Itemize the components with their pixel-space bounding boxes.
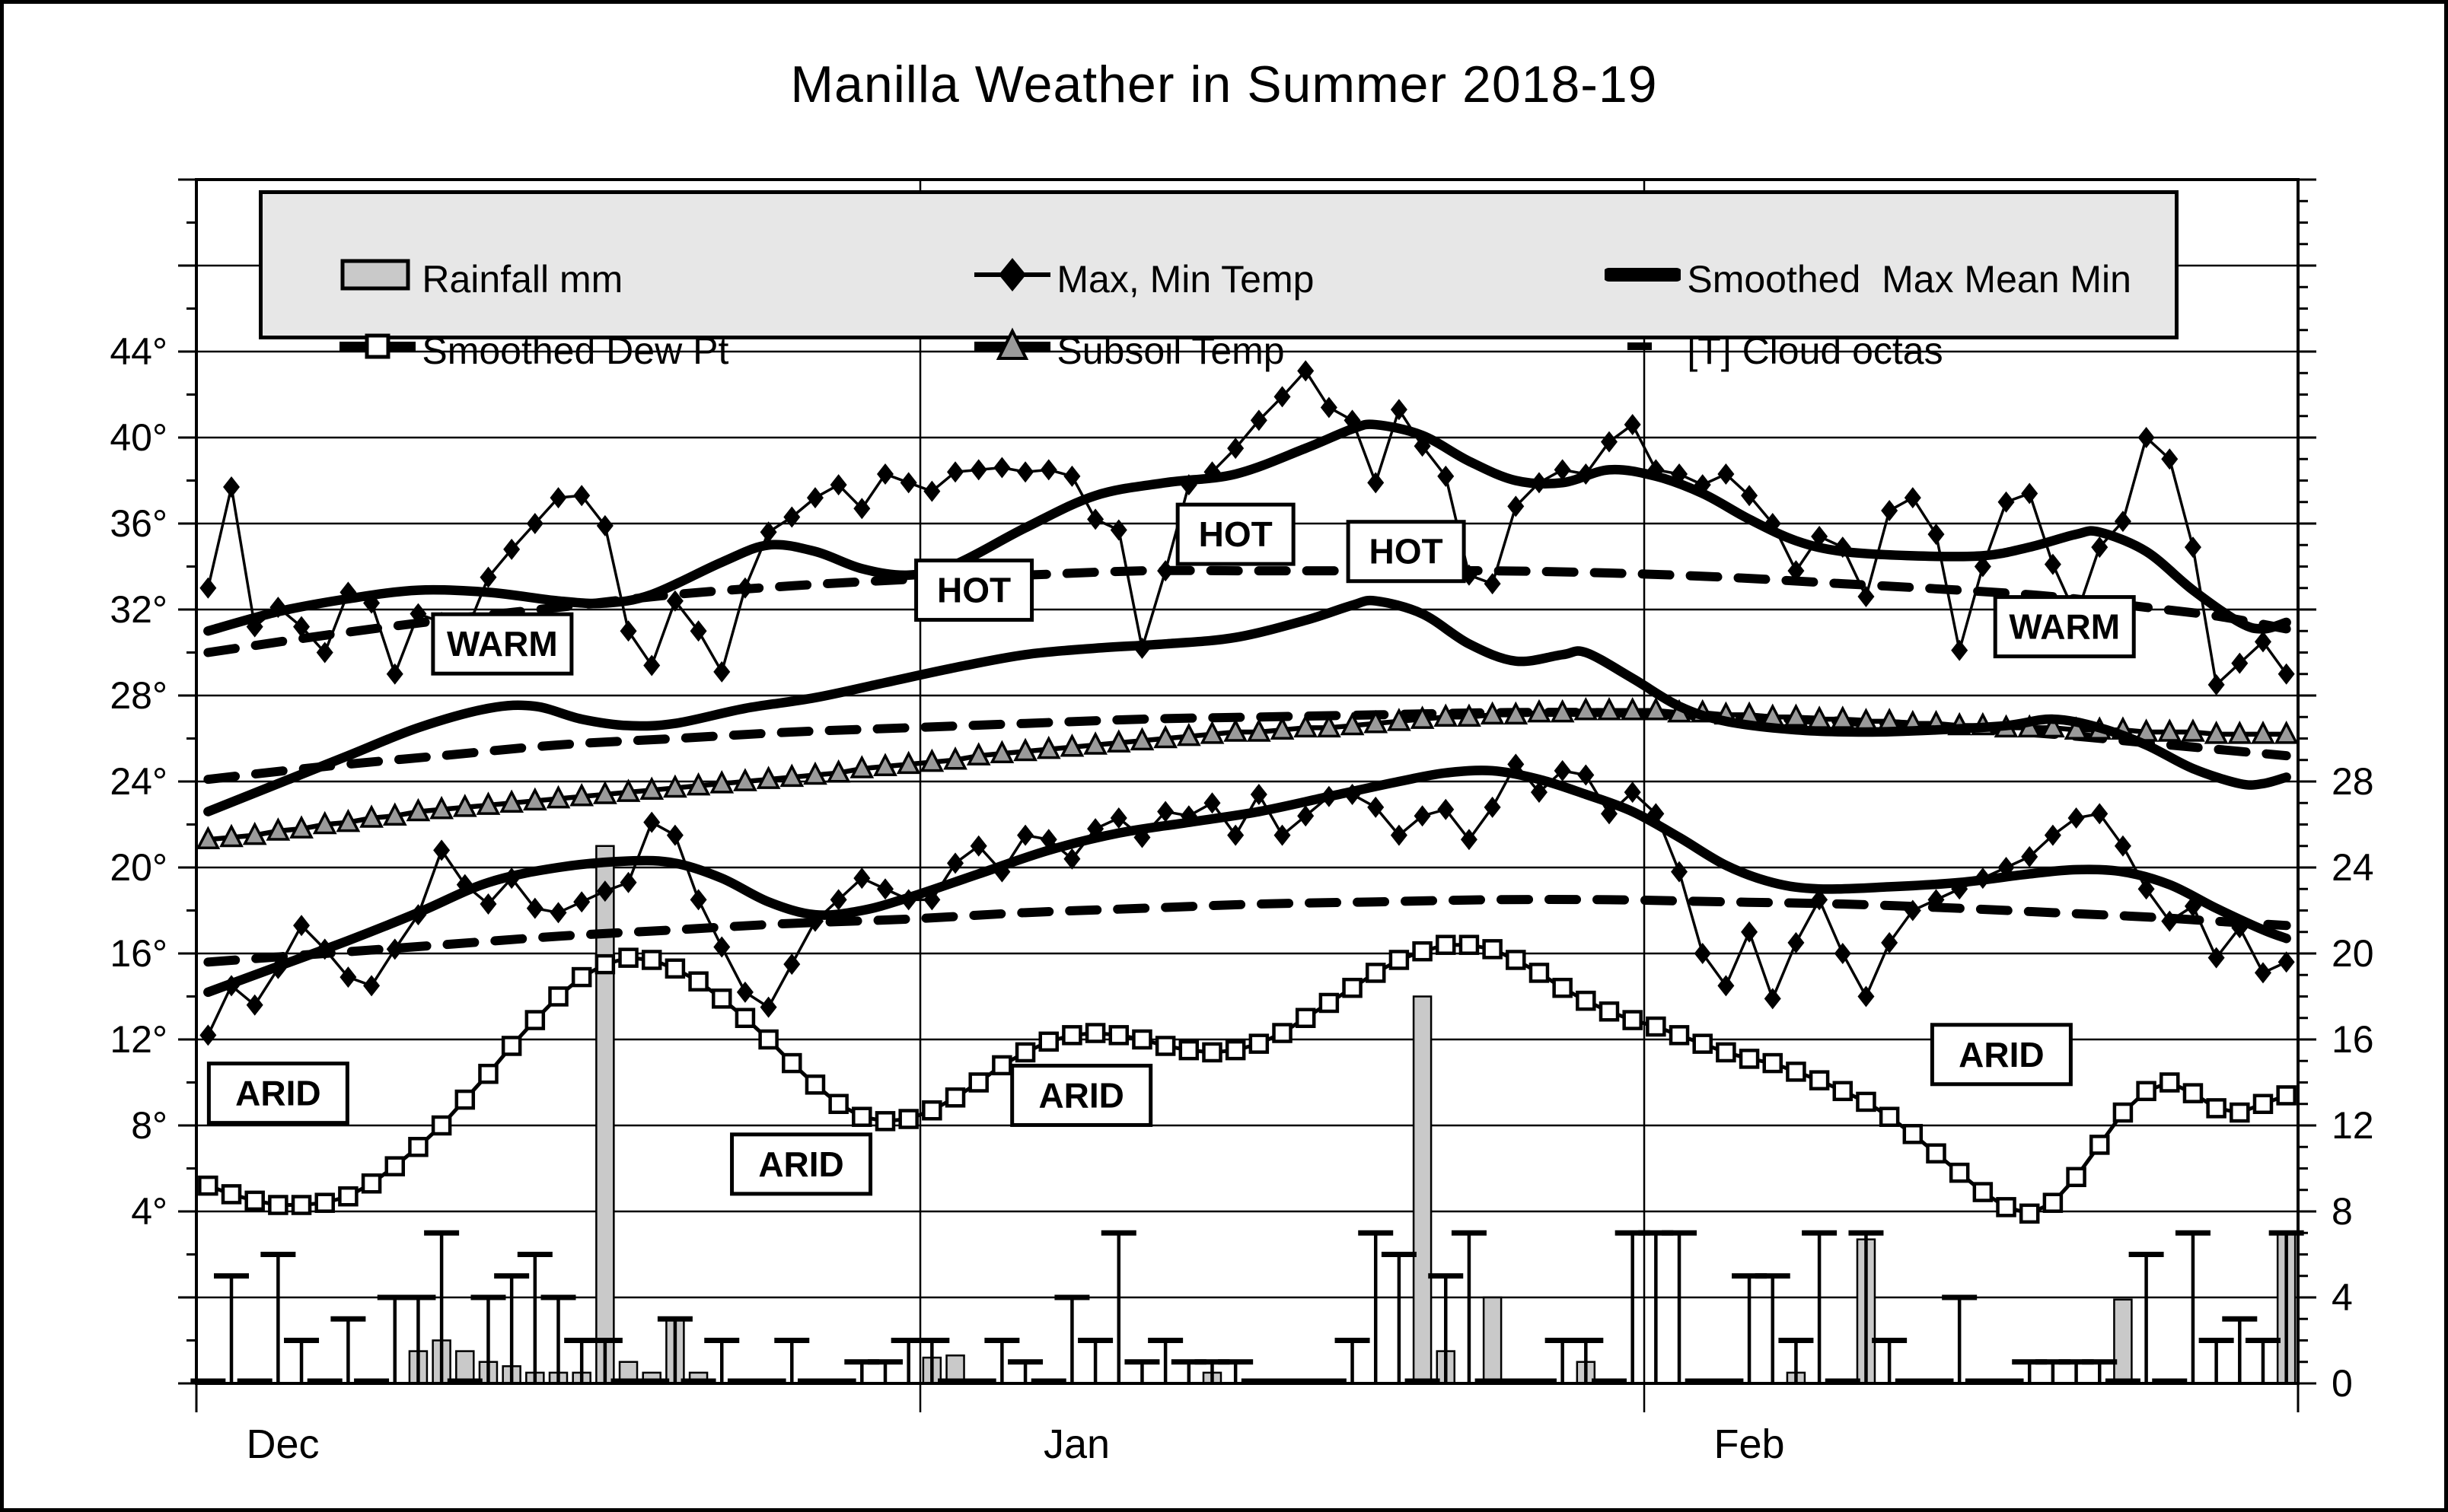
chart-legend: Rainfall mm Max, Min Temp Smoothed Max M… xyxy=(259,190,2179,372)
svg-text:12: 12 xyxy=(2332,1104,2374,1147)
svg-text:ARID: ARID xyxy=(1038,1075,1124,1115)
triangle-line-icon xyxy=(911,279,1051,422)
legend-item-maxmin-temp: Max, Min Temp xyxy=(911,208,1314,351)
short-dash-icon xyxy=(1541,279,1681,422)
svg-text:Dec: Dec xyxy=(246,1421,319,1467)
svg-text:28: 28 xyxy=(2332,760,2374,803)
svg-text:40°: 40° xyxy=(110,416,167,459)
svg-text:44°: 44° xyxy=(110,330,167,373)
svg-text:ARID: ARID xyxy=(758,1144,843,1184)
open-square-line-icon xyxy=(276,279,416,422)
rainfall-swatch-icon xyxy=(276,208,416,351)
svg-text:24: 24 xyxy=(2332,846,2374,889)
legend-item-smoothed-dewpt: Smoothed Dew Pt xyxy=(276,279,728,422)
axis-labels: 44° 40° 36° 32° 28° 24° 20° 16° 12° 8° 4° 28 24 20 16 1… xyxy=(110,330,2373,1467)
chart-title: Manilla Weather in Summer 2018-19 xyxy=(790,56,1658,113)
svg-text:16: 16 xyxy=(2332,1018,2374,1061)
thick-line-icon xyxy=(1541,208,1684,351)
subsoil-temp xyxy=(196,696,2299,850)
axes xyxy=(178,178,2316,1412)
legend-item-smoothed-maxmeanmin: Smoothed Max Mean Min xyxy=(1541,208,2131,351)
svg-text:0: 0 xyxy=(2332,1362,2353,1405)
svg-text:20: 20 xyxy=(2332,932,2374,975)
legend-item-rainfall: Rainfall mm xyxy=(276,208,623,351)
svg-text:8°: 8° xyxy=(131,1104,167,1147)
svg-text:8: 8 xyxy=(2332,1190,2353,1233)
diamond-line-icon xyxy=(911,208,1051,351)
svg-text:4: 4 xyxy=(2332,1276,2353,1319)
svg-text:36°: 36° xyxy=(110,502,167,545)
svg-text:HOT: HOT xyxy=(1199,514,1273,554)
cloud-octas xyxy=(190,1230,2304,1384)
svg-text:16°: 16° xyxy=(110,932,167,975)
svg-text:HOT: HOT xyxy=(1369,532,1443,571)
svg-text:28°: 28° xyxy=(110,674,167,717)
svg-text:ARID: ARID xyxy=(1959,1035,2044,1074)
svg-text:Feb: Feb xyxy=(1714,1421,1785,1467)
svg-text:32°: 32° xyxy=(110,588,167,631)
svg-text:Jan: Jan xyxy=(1044,1421,1110,1467)
legend-item-subsoil-temp: Subsoil Temp xyxy=(911,279,1285,422)
annotations: WARM HOT HOT HOT WARM ARID ARID ARID ARID xyxy=(206,502,2136,1196)
svg-text:4°: 4° xyxy=(131,1190,167,1233)
svg-text:HOT: HOT xyxy=(937,571,1011,610)
smoothed-dew-pt xyxy=(198,934,2297,1224)
svg-text:WARM: WARM xyxy=(2009,607,2120,647)
svg-text:12°: 12° xyxy=(110,1018,167,1061)
svg-text:ARID: ARID xyxy=(235,1074,320,1113)
svg-text:24°: 24° xyxy=(110,760,167,803)
legend-item-cloud-octas: [T] Cloud octas xyxy=(1541,279,1943,422)
svg-text:20°: 20° xyxy=(110,846,167,889)
svg-text:WARM: WARM xyxy=(447,624,558,664)
